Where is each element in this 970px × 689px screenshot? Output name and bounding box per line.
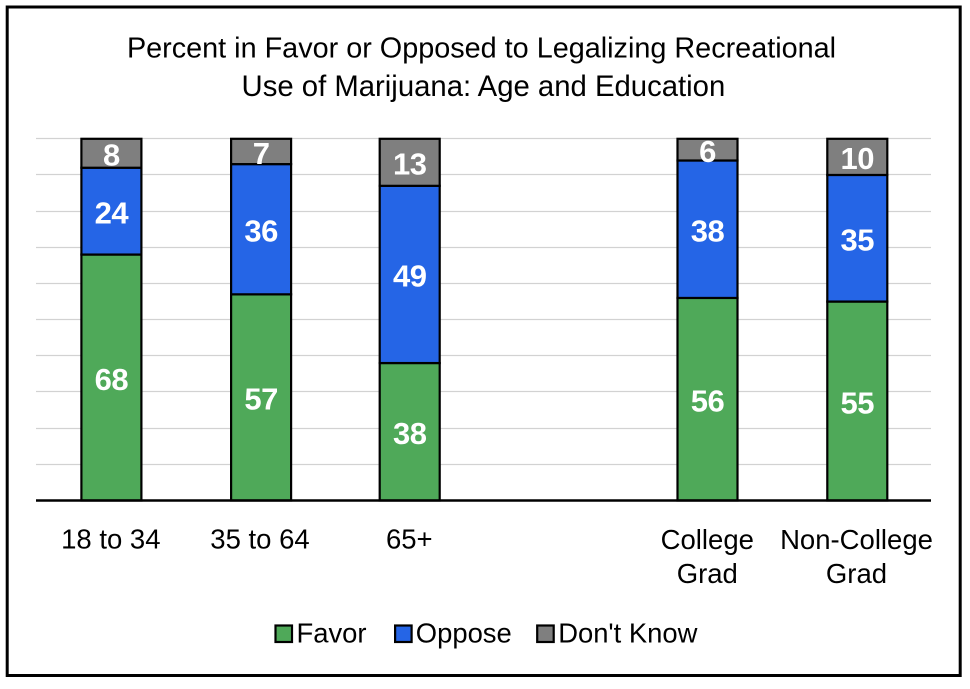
svg-text:Oppose: Oppose: [416, 617, 512, 648]
svg-text:49: 49: [393, 259, 427, 294]
svg-text:7: 7: [253, 136, 270, 171]
svg-text:Non-College: Non-College: [780, 524, 933, 555]
svg-text:Favor: Favor: [297, 617, 367, 648]
svg-text:Grad: Grad: [677, 558, 738, 589]
svg-text:13: 13: [393, 147, 427, 182]
svg-text:38: 38: [393, 416, 427, 451]
svg-text:57: 57: [244, 382, 277, 417]
svg-text:35: 35: [841, 223, 875, 258]
svg-text:6: 6: [699, 134, 716, 169]
svg-text:18 to 34: 18 to 34: [61, 524, 160, 555]
svg-text:55: 55: [841, 385, 875, 420]
svg-text:Grad: Grad: [826, 558, 887, 589]
svg-text:56: 56: [691, 384, 725, 419]
svg-text:College: College: [661, 524, 754, 555]
svg-text:68: 68: [95, 362, 129, 397]
svg-text:Use of Marijuana: Age and Educ: Use of Marijuana: Age and Education: [242, 70, 726, 103]
svg-text:38: 38: [691, 214, 725, 249]
svg-text:Percent in Favor or Opposed to: Percent in Favor or Opposed to Legalizin…: [127, 33, 836, 65]
svg-text:65+: 65+: [386, 524, 433, 555]
svg-text:Don't Know: Don't Know: [558, 617, 697, 648]
svg-text:35 to 64: 35 to 64: [210, 524, 309, 555]
svg-text:10: 10: [841, 141, 874, 176]
svg-text:24: 24: [95, 195, 130, 230]
svg-text:36: 36: [244, 214, 278, 249]
svg-text:8: 8: [103, 138, 120, 173]
